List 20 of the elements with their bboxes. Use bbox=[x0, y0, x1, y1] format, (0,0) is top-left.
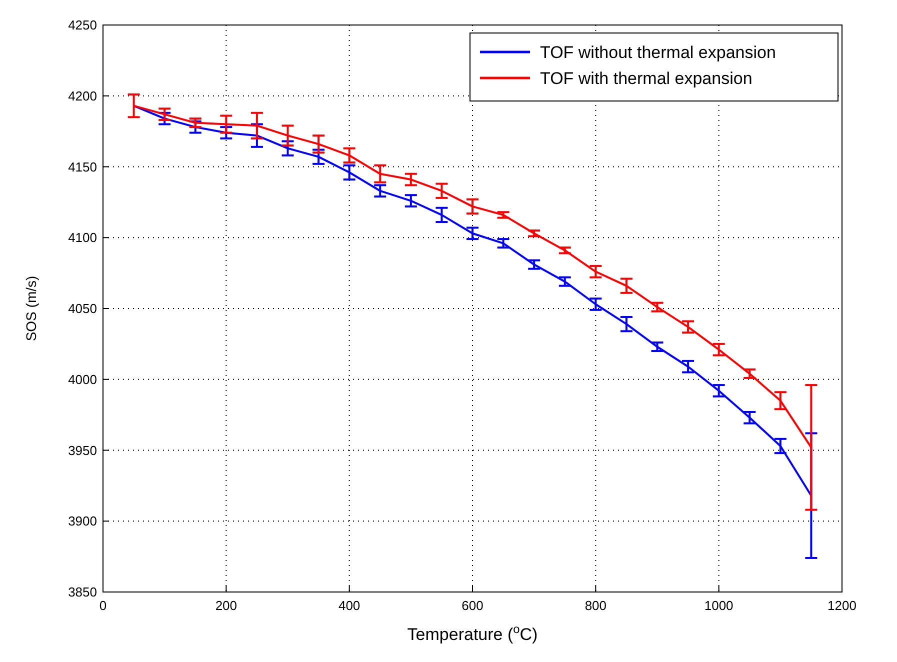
legend-label: TOF without thermal expansion bbox=[540, 43, 776, 62]
x-tick-label: 800 bbox=[584, 598, 607, 613]
y-tick-label: 3950 bbox=[68, 442, 97, 458]
x-tick-label: 1200 bbox=[828, 598, 856, 613]
y-tick-label: 3900 bbox=[68, 514, 97, 529]
y-tick-label: 4200 bbox=[68, 88, 97, 104]
x-tick-label: 400 bbox=[338, 598, 360, 613]
x-axis-title: Temperature ($^{o}$C) bbox=[407, 622, 538, 644]
y-tick-label: 3850 bbox=[68, 584, 97, 600]
x-tick-label: 200 bbox=[215, 598, 238, 613]
y-tick-label: 4150 bbox=[68, 159, 97, 174]
x-tick-label: 600 bbox=[462, 598, 484, 613]
y-tick-label: 4000 bbox=[68, 372, 97, 387]
legend-label: TOF with thermal expansion bbox=[540, 69, 752, 88]
y-tick-label: 4100 bbox=[68, 230, 97, 246]
y-axis-title: SOS (m/s) bbox=[23, 276, 39, 342]
x-tick-label: 1000 bbox=[704, 598, 734, 613]
y-tick-label: 4250 bbox=[68, 18, 97, 32]
x-tick-label: 0 bbox=[99, 598, 107, 613]
y-tick-label: 4050 bbox=[68, 301, 97, 316]
